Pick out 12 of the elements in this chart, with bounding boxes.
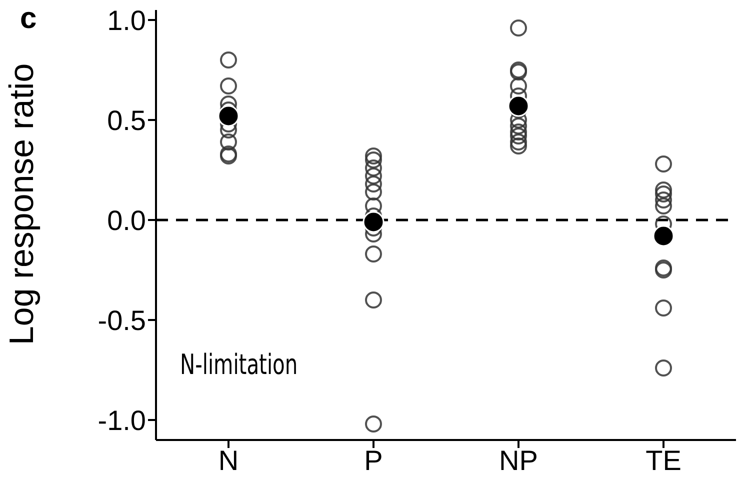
x-tick-label: N	[218, 444, 239, 476]
y-axis-title: Log response ratio	[3, 63, 42, 345]
y-tick-label: 0.0	[107, 204, 146, 236]
y-tick-label: -1.0	[98, 404, 146, 436]
x-tick-label: P	[364, 444, 383, 476]
annotation: N-limitation	[180, 348, 298, 381]
x-tick-label: NP	[499, 444, 538, 476]
y-tick-label: 1.0	[107, 4, 146, 36]
x-tick-label: TE	[646, 444, 682, 476]
y-tick-label: 0.5	[107, 104, 146, 136]
y-tick-label: -0.5	[98, 304, 146, 336]
chart-title: c	[20, 2, 37, 36]
